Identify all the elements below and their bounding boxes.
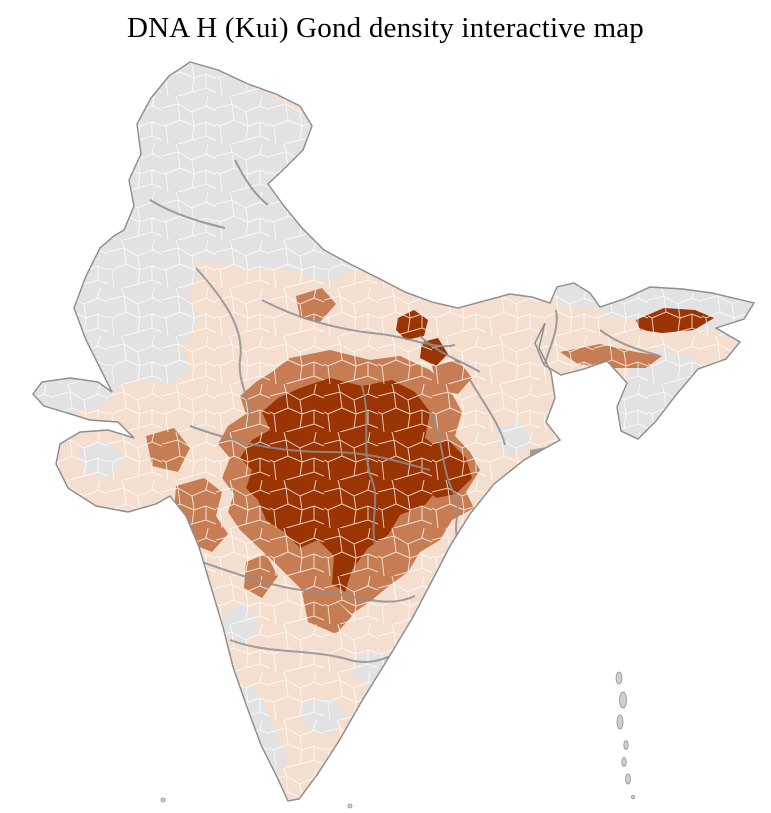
nicobar-island[interactable] bbox=[625, 773, 631, 785]
island-dot[interactable] bbox=[631, 795, 636, 800]
state-border-maharashtra-north bbox=[189, 425, 431, 471]
island-dot[interactable] bbox=[160, 797, 166, 803]
nicobar-island[interactable] bbox=[623, 740, 629, 750]
state-border-mp-chhattisgarh bbox=[361, 385, 377, 546]
state-border-punjab bbox=[149, 159, 269, 229]
state-border-assam bbox=[544, 309, 661, 365]
state-border-west-bengal bbox=[469, 379, 506, 446]
andaman-island[interactable] bbox=[615, 671, 623, 685]
nicobar-island[interactable] bbox=[621, 757, 627, 767]
state-border-maharashtra-south bbox=[195, 559, 416, 603]
state-border-rajasthan-east bbox=[195, 267, 251, 426]
state-border-bihar-jharkhand bbox=[419, 335, 481, 373]
state-border-chhattisgarh-odisha bbox=[429, 411, 459, 541]
islands[interactable] bbox=[160, 671, 636, 809]
island-dot[interactable] bbox=[347, 803, 353, 809]
district-mesh-overlay bbox=[33, 62, 754, 801]
state-borders bbox=[149, 159, 661, 663]
andaman-island[interactable] bbox=[619, 691, 627, 709]
andaman-island[interactable] bbox=[616, 714, 624, 730]
map-title: DNA H (Kui) Gond density interactive map bbox=[126, 12, 644, 44]
no-data-region-andhra-coast[interactable] bbox=[470, 530, 502, 562]
